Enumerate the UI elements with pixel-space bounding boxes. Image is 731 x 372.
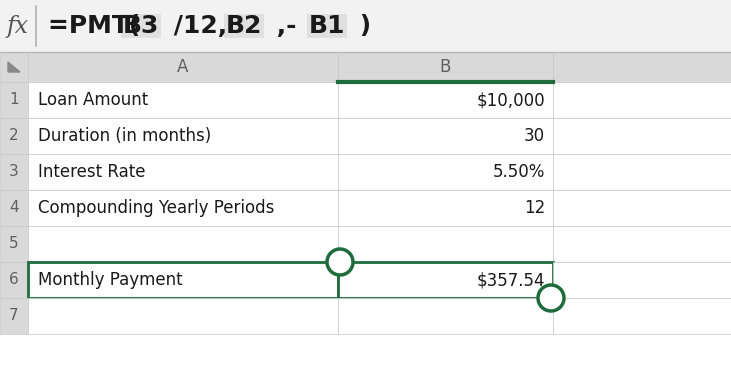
FancyBboxPatch shape	[553, 298, 731, 334]
Text: Monthly Payment: Monthly Payment	[38, 271, 183, 289]
Text: B1: B1	[308, 14, 345, 38]
Text: 1: 1	[10, 93, 19, 108]
FancyBboxPatch shape	[553, 118, 731, 154]
Text: 3: 3	[9, 164, 19, 180]
FancyBboxPatch shape	[338, 52, 553, 82]
FancyBboxPatch shape	[553, 190, 731, 226]
FancyBboxPatch shape	[553, 52, 731, 82]
FancyBboxPatch shape	[0, 226, 28, 262]
Text: 7: 7	[10, 308, 19, 324]
FancyBboxPatch shape	[553, 82, 731, 118]
FancyBboxPatch shape	[28, 190, 338, 226]
Text: B3: B3	[123, 14, 159, 38]
Text: ): )	[351, 14, 371, 38]
FancyBboxPatch shape	[0, 190, 28, 226]
Circle shape	[327, 249, 353, 275]
Circle shape	[538, 285, 564, 311]
FancyBboxPatch shape	[338, 82, 553, 118]
Text: Loan Amount: Loan Amount	[38, 91, 148, 109]
Text: B2: B2	[226, 14, 262, 38]
FancyBboxPatch shape	[0, 0, 731, 52]
Text: 4: 4	[10, 201, 19, 215]
Text: 30: 30	[524, 127, 545, 145]
FancyBboxPatch shape	[338, 190, 553, 226]
FancyBboxPatch shape	[307, 14, 347, 38]
FancyBboxPatch shape	[28, 118, 338, 154]
FancyBboxPatch shape	[553, 154, 731, 190]
Text: Compounding Yearly Periods: Compounding Yearly Periods	[38, 199, 274, 217]
FancyBboxPatch shape	[338, 298, 553, 334]
Text: B: B	[440, 58, 451, 76]
FancyBboxPatch shape	[0, 52, 28, 82]
FancyBboxPatch shape	[0, 82, 28, 118]
Text: /12,: /12,	[165, 14, 236, 38]
FancyBboxPatch shape	[0, 262, 28, 298]
Text: ,-: ,-	[268, 14, 306, 38]
Polygon shape	[8, 62, 20, 72]
Text: 6: 6	[9, 273, 19, 288]
Text: =PMT(: =PMT(	[48, 14, 149, 38]
FancyBboxPatch shape	[338, 262, 553, 298]
FancyBboxPatch shape	[0, 118, 28, 154]
FancyBboxPatch shape	[553, 226, 731, 262]
Text: 5: 5	[10, 237, 19, 251]
Text: 12: 12	[523, 199, 545, 217]
Text: Interest Rate: Interest Rate	[38, 163, 145, 181]
Text: 2: 2	[10, 128, 19, 144]
FancyBboxPatch shape	[553, 262, 731, 298]
FancyBboxPatch shape	[121, 14, 161, 38]
FancyBboxPatch shape	[0, 298, 28, 334]
Text: $357.54: $357.54	[477, 271, 545, 289]
Text: fx: fx	[7, 15, 29, 38]
Text: A: A	[178, 58, 189, 76]
FancyBboxPatch shape	[28, 82, 338, 118]
FancyBboxPatch shape	[28, 226, 338, 262]
FancyBboxPatch shape	[28, 154, 338, 190]
FancyBboxPatch shape	[338, 118, 553, 154]
Text: Duration (in months): Duration (in months)	[38, 127, 211, 145]
Text: 5.50%: 5.50%	[493, 163, 545, 181]
FancyBboxPatch shape	[0, 154, 28, 190]
FancyBboxPatch shape	[224, 14, 264, 38]
FancyBboxPatch shape	[338, 154, 553, 190]
Text: $10,000: $10,000	[477, 91, 545, 109]
FancyBboxPatch shape	[28, 52, 338, 82]
FancyBboxPatch shape	[28, 298, 338, 334]
FancyBboxPatch shape	[338, 226, 553, 262]
FancyBboxPatch shape	[28, 262, 338, 298]
